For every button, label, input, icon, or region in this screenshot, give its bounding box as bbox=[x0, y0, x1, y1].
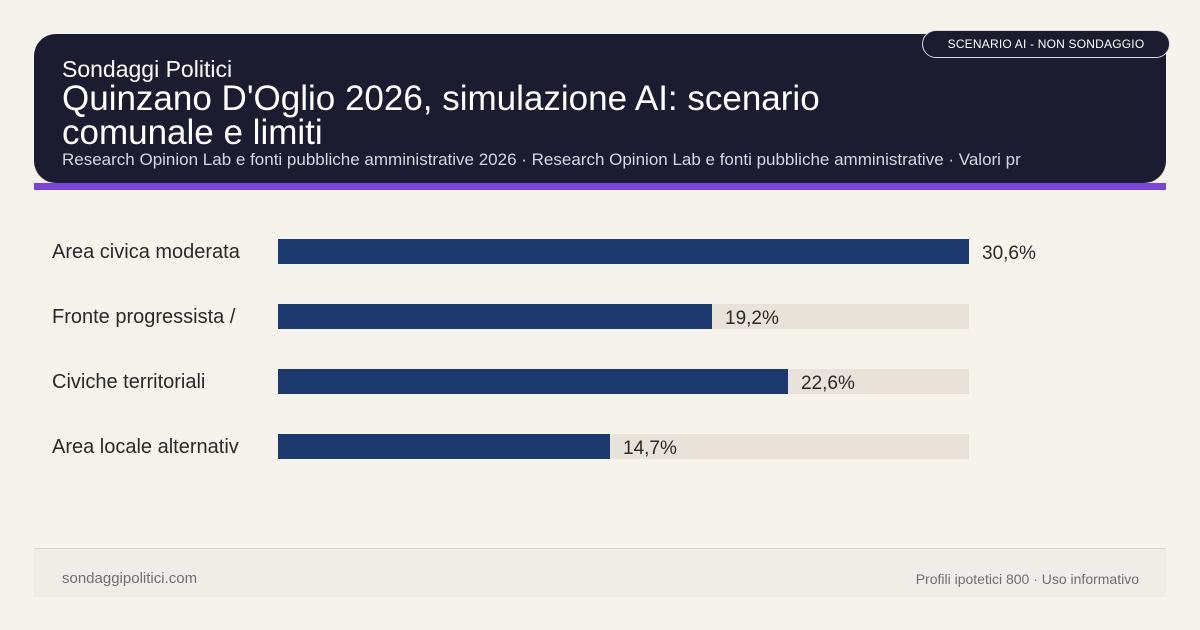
source-subtitle: Research Opinion Lab e fonti pubbliche a… bbox=[62, 150, 1021, 169]
bar-label: Area civica moderata bbox=[52, 241, 240, 263]
bar-value-label: 14,7% bbox=[623, 438, 677, 459]
header-banner: Sondaggi Politici Quinzano D'Oglio 2026,… bbox=[34, 34, 1166, 183]
bar-value-label: 30,6% bbox=[982, 243, 1036, 264]
bar bbox=[278, 239, 969, 264]
footer-note: Profili ipotetici 800 · Uso informativo bbox=[915, 571, 1139, 587]
footer-site[interactable]: sondaggipolitici.com bbox=[62, 570, 198, 587]
bar bbox=[278, 369, 788, 394]
bar-value-label: 22,6% bbox=[801, 373, 855, 394]
page-title: Quinzano D'Oglio 2026, simulazione AI: s… bbox=[62, 79, 820, 152]
bar bbox=[278, 304, 712, 329]
bar-value-label: 19,2% bbox=[725, 308, 779, 329]
bar-label: Area locale alternativ bbox=[52, 436, 239, 458]
bar-track bbox=[278, 369, 969, 394]
bar bbox=[278, 434, 610, 459]
bar-track bbox=[278, 304, 969, 329]
bar-label: Fronte progressista / bbox=[52, 306, 236, 328]
bar-track bbox=[278, 239, 969, 264]
bar-label: Civiche territoriali bbox=[52, 371, 206, 393]
header-accent-line bbox=[34, 183, 1166, 190]
brand-name: Sondaggi Politici bbox=[62, 56, 233, 82]
scenario-badge: SCENARIO AI - NON SONDAGGIO bbox=[922, 30, 1170, 58]
bar-track bbox=[278, 434, 969, 459]
footer: sondaggipolitici.com Profili ipotetici 8… bbox=[34, 548, 1166, 597]
